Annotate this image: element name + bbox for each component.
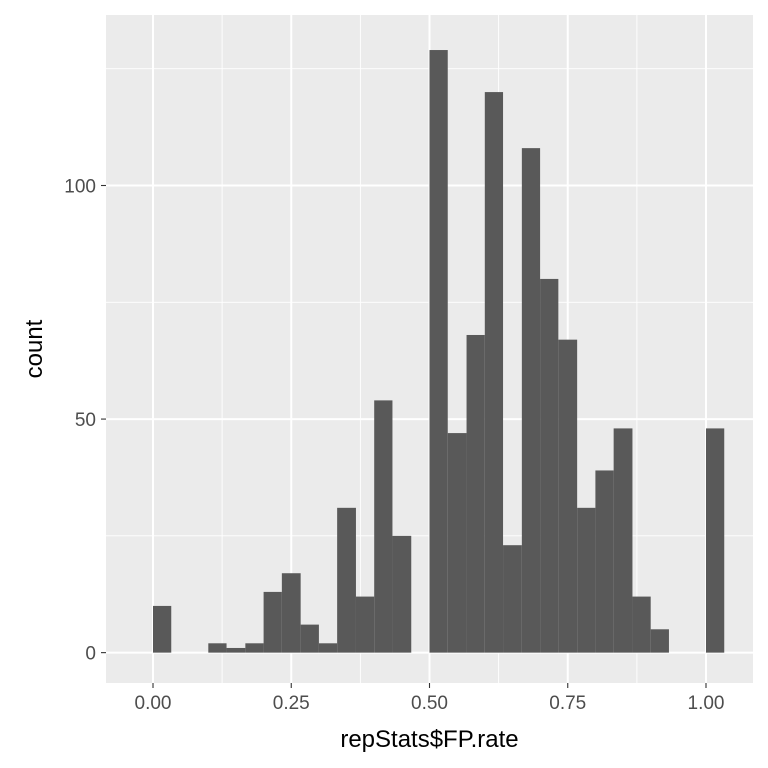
histogram-bar bbox=[318, 643, 338, 653]
y-tick-label: 50 bbox=[75, 410, 96, 431]
histogram-bar bbox=[337, 507, 356, 653]
histogram-bar bbox=[521, 148, 541, 653]
histogram-bar bbox=[705, 428, 725, 653]
histogram-bar bbox=[595, 470, 614, 653]
histogram-bar bbox=[447, 433, 467, 653]
histogram-bar bbox=[355, 596, 375, 653]
histogram-bar bbox=[300, 624, 319, 653]
histogram-bar bbox=[281, 573, 301, 653]
histogram-bar bbox=[153, 605, 172, 653]
histogram-bar bbox=[503, 545, 522, 653]
histogram-bar bbox=[558, 339, 578, 653]
histogram-bar bbox=[540, 278, 559, 653]
histogram-bar bbox=[632, 596, 651, 653]
histogram-bar bbox=[429, 50, 448, 653]
histogram-bar bbox=[392, 535, 412, 653]
x-tick-label: 0.25 bbox=[273, 693, 310, 714]
x-tick-label: 1.00 bbox=[688, 693, 725, 714]
histogram-bar bbox=[484, 92, 504, 653]
y-axis: 0 50 100 bbox=[64, 177, 106, 665]
histogram-bar bbox=[226, 647, 246, 653]
histogram-bar bbox=[245, 643, 264, 653]
y-tick-label: 100 bbox=[64, 177, 96, 198]
histogram-bar bbox=[374, 400, 393, 653]
histogram-bar bbox=[208, 643, 227, 653]
x-tick-label: 0.75 bbox=[549, 693, 586, 714]
x-tick-label: 0.50 bbox=[411, 693, 448, 714]
histogram-bar bbox=[613, 428, 633, 653]
histogram-bar bbox=[577, 507, 596, 653]
x-tick-label: 0.00 bbox=[135, 693, 172, 714]
x-axis: 0.00 0.25 0.50 0.75 1.00 bbox=[135, 683, 725, 714]
histogram-bars bbox=[153, 50, 725, 653]
histogram-bar bbox=[263, 591, 282, 653]
x-axis-title: repStats$FP.rate bbox=[340, 726, 518, 753]
histogram-bar bbox=[650, 629, 669, 653]
histogram-bar bbox=[466, 334, 485, 653]
y-axis-title: count bbox=[21, 319, 48, 378]
y-tick-label: 0 bbox=[85, 644, 96, 665]
